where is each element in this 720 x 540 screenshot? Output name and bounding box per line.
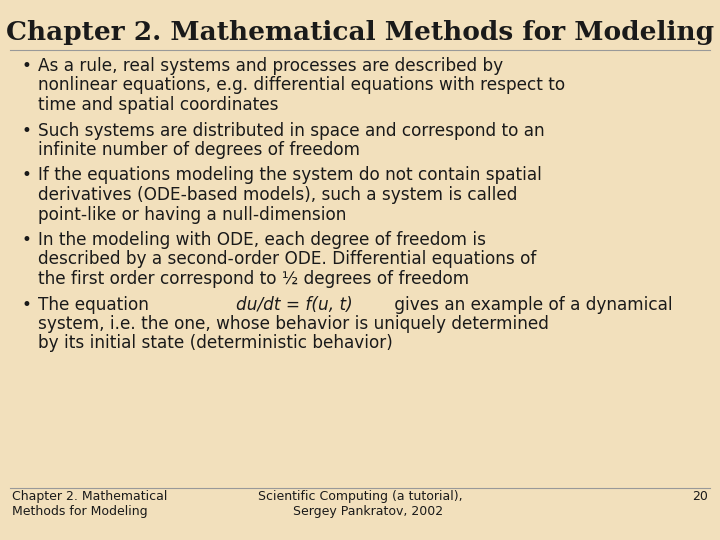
Text: Such systems are distributed in space and correspond to an: Such systems are distributed in space an… bbox=[38, 122, 544, 139]
Text: du/dt = f(u, t): du/dt = f(u, t) bbox=[235, 295, 353, 314]
Text: point-like or having a null-dimension: point-like or having a null-dimension bbox=[38, 206, 346, 224]
Text: 20: 20 bbox=[692, 490, 708, 503]
Text: nonlinear equations, e.g. differential equations with respect to: nonlinear equations, e.g. differential e… bbox=[38, 77, 565, 94]
Text: If the equations modeling the system do not contain spatial: If the equations modeling the system do … bbox=[38, 166, 542, 185]
Text: •: • bbox=[22, 122, 32, 139]
Text: Chapter 2. Mathematical
Methods for Modeling: Chapter 2. Mathematical Methods for Mode… bbox=[12, 490, 167, 518]
Text: described by a second-order ODE. Differential equations of: described by a second-order ODE. Differe… bbox=[38, 251, 536, 268]
Text: The equation: The equation bbox=[38, 295, 154, 314]
Text: time and spatial coordinates: time and spatial coordinates bbox=[38, 96, 279, 114]
Text: gives an example of a dynamical: gives an example of a dynamical bbox=[390, 295, 673, 314]
Text: •: • bbox=[22, 57, 32, 75]
Text: •: • bbox=[22, 166, 32, 185]
Text: derivatives (ODE-based models), such a system is called: derivatives (ODE-based models), such a s… bbox=[38, 186, 518, 204]
Text: Chapter 2. Mathematical Methods for Modeling: Chapter 2. Mathematical Methods for Mode… bbox=[6, 20, 714, 45]
Text: •: • bbox=[22, 295, 32, 314]
Text: infinite number of degrees of freedom: infinite number of degrees of freedom bbox=[38, 141, 360, 159]
Text: Scientific Computing (a tutorial),
    Sergey Pankratov, 2002: Scientific Computing (a tutorial), Serge… bbox=[258, 490, 462, 518]
Text: system, i.e. the one, whose behavior is uniquely determined: system, i.e. the one, whose behavior is … bbox=[38, 315, 549, 333]
Text: the first order correspond to ½ degrees of freedom: the first order correspond to ½ degrees … bbox=[38, 270, 469, 288]
Text: by its initial state (deterministic behavior): by its initial state (deterministic beha… bbox=[38, 334, 392, 353]
Text: In the modeling with ODE, each degree of freedom is: In the modeling with ODE, each degree of… bbox=[38, 231, 486, 249]
Text: As a rule, real systems and processes are described by: As a rule, real systems and processes ar… bbox=[38, 57, 503, 75]
Text: •: • bbox=[22, 231, 32, 249]
